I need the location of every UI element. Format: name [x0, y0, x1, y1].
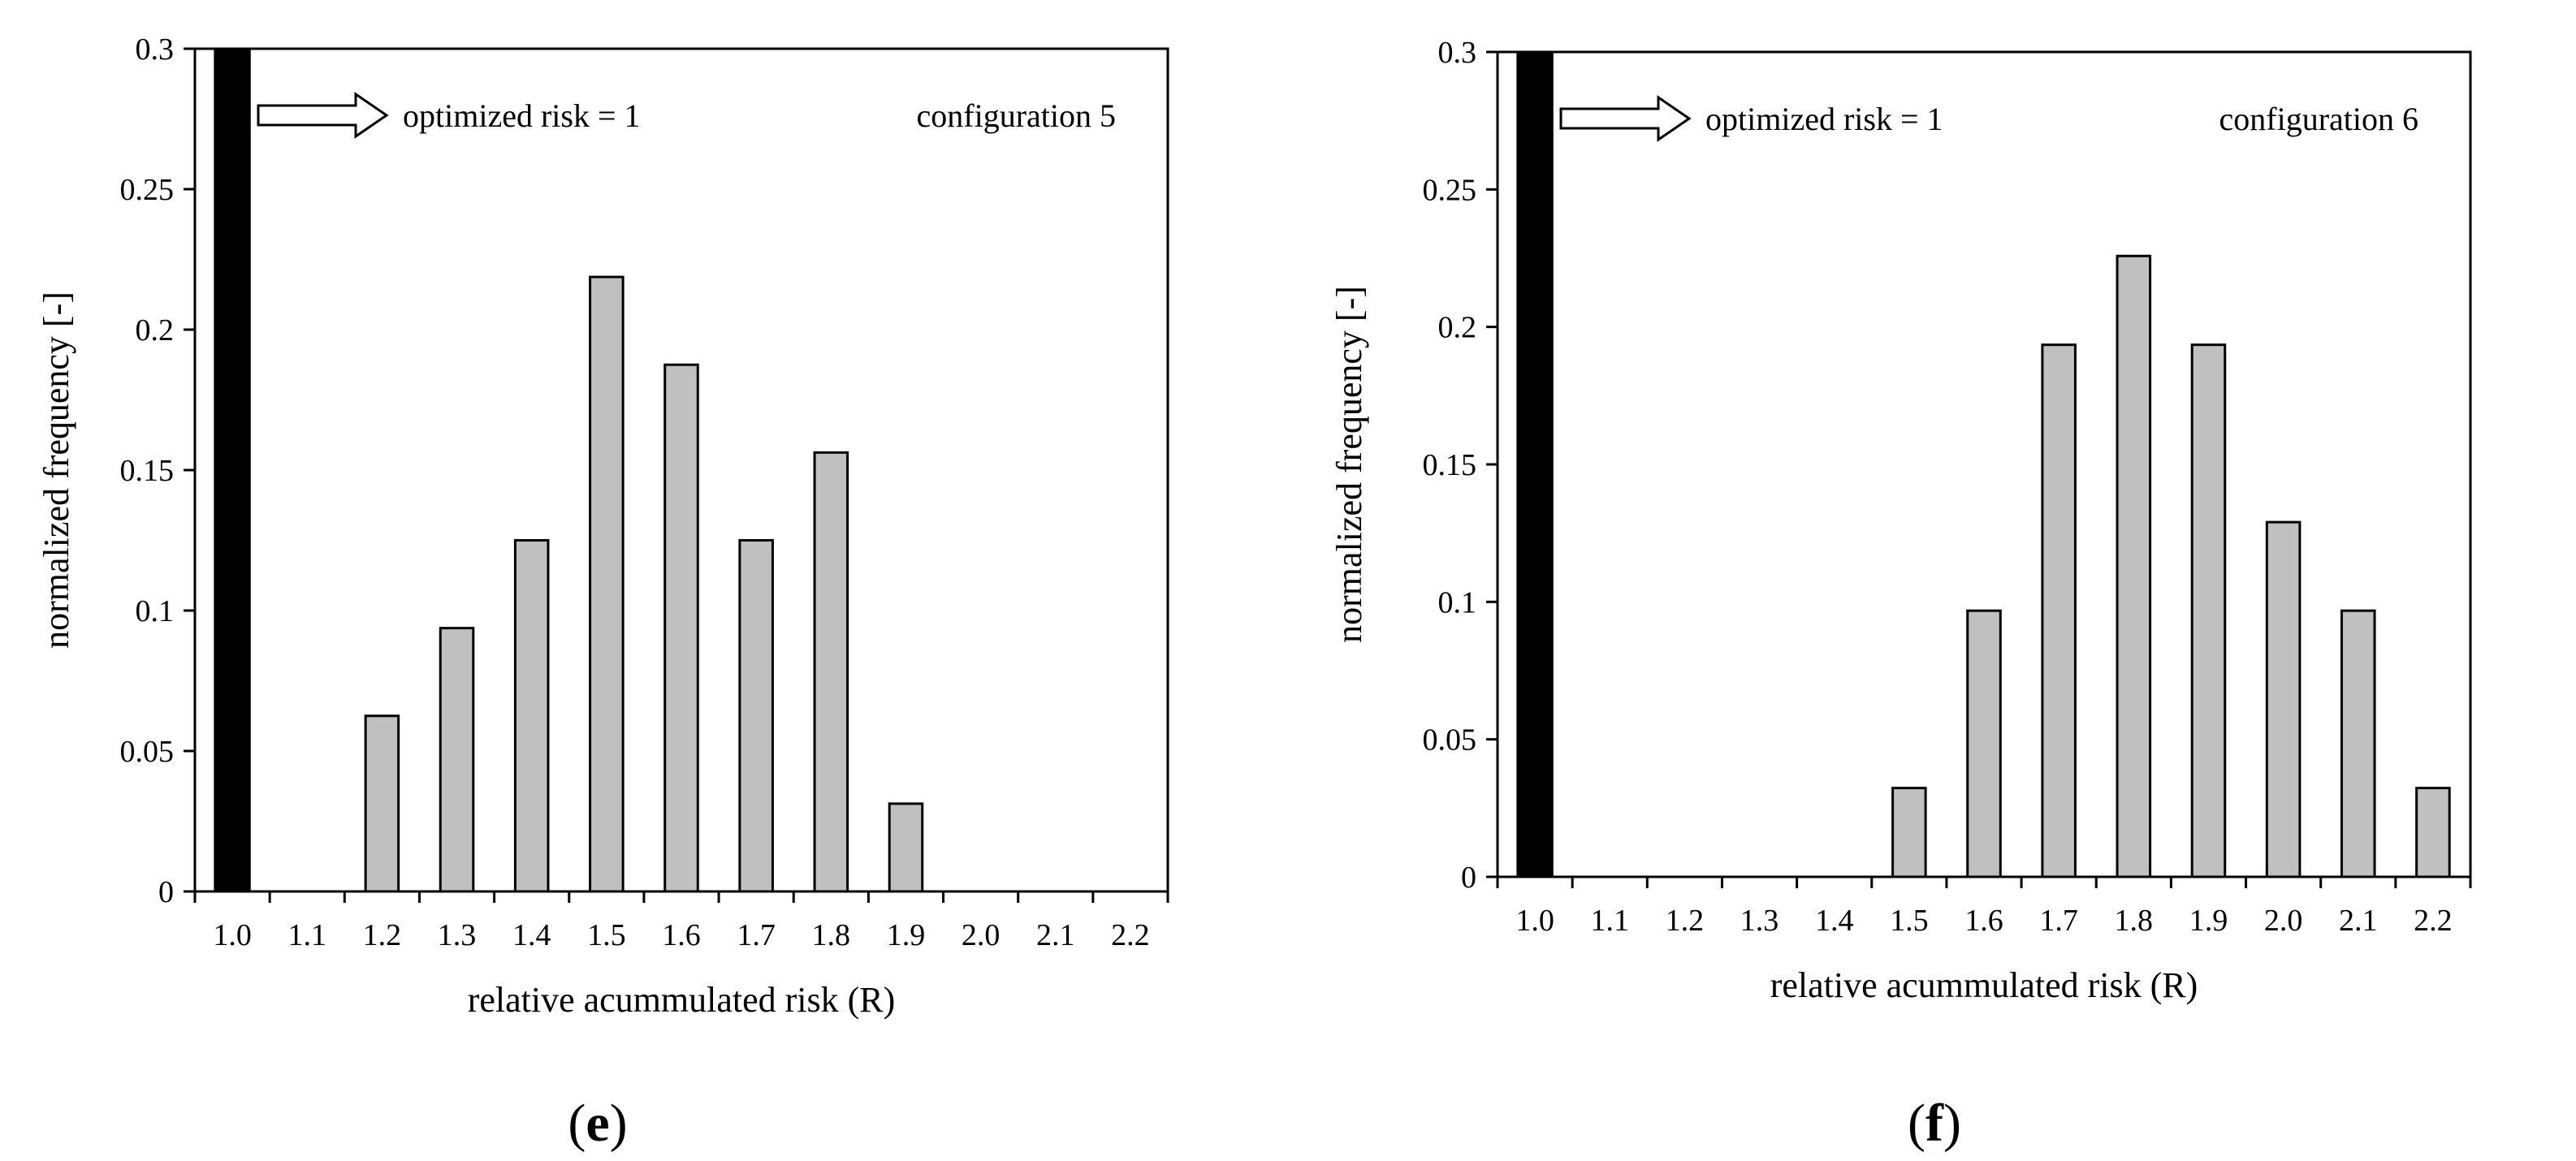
bar-1.6 [1966, 609, 2002, 878]
x-tick-label: 2.2 [2414, 904, 2453, 938]
bar-2.0 [2265, 520, 2302, 878]
chart-panel-f: 0 0.05 0.1 0.15 0.2 0.25 0.3 1.0 1.1 1.2 1.3 1.4 1.5… [1329, 36, 2472, 1153]
bar-1.8 [2116, 254, 2152, 878]
bar-1.4 [513, 539, 550, 893]
configuration-label: configuration 5 [917, 97, 1117, 134]
y-tick-label: 0.3 [1438, 36, 1477, 70]
bar-1.9 [2190, 343, 2227, 878]
y-axis-title: normalized frequency [-] [37, 291, 76, 649]
y-tick-label: 0.15 [1423, 448, 1477, 482]
x-axis-title: relative acummulated risk (R) [468, 980, 896, 1020]
x-tick-label: 2.0 [2264, 904, 2303, 938]
arrow-right-icon [257, 92, 389, 139]
x-tick-label: 1.7 [2039, 904, 2078, 938]
bar-1.6 [663, 363, 699, 893]
panel-label-close-paren: ) [1943, 1094, 1961, 1153]
x-tick-label: 2.2 [1111, 918, 1150, 952]
x-axis-title: relative acummulated risk (R) [1770, 965, 2198, 1005]
bar-1.2 [364, 714, 400, 893]
panel-label-letter: f [1926, 1094, 1944, 1153]
x-tick-label: 1.5 [587, 918, 626, 952]
x-tick-label: 1.5 [1890, 904, 1929, 938]
y-tick-label: 0.25 [1423, 173, 1477, 207]
x-tick-label: 1.1 [1590, 904, 1629, 938]
bar-1.0 [1516, 50, 1554, 878]
x-tick-label: 1.7 [737, 918, 776, 952]
panel-label-close-paren: ) [610, 1094, 628, 1153]
y-tick-label: 0.25 [120, 173, 175, 207]
x-tick-label: 2.0 [962, 918, 1001, 952]
x-tick-label: 1.4 [1815, 904, 1854, 938]
y-tick-label: 0.2 [136, 313, 175, 347]
x-tick-label: 1.8 [812, 918, 851, 952]
x-tick-label: 1.0 [213, 918, 252, 952]
y-axis-title: normalized frequency [-] [1329, 286, 1369, 643]
x-tick-label: 1.4 [512, 918, 551, 952]
y-tick-label: 0.2 [1438, 311, 1477, 345]
x-tick-label: 1.9 [887, 918, 926, 952]
optimized-risk-annotation: optimized risk = 1 [1705, 101, 1943, 137]
x-tick-label: 1.9 [2189, 904, 2228, 938]
panel-label-open-paren: ( [568, 1094, 586, 1153]
x-tick-label: 1.3 [1740, 904, 1779, 938]
x-tick-label: 1.2 [363, 918, 402, 952]
y-tick-label: 0.15 [120, 454, 175, 488]
panel-label: (f) [1908, 1094, 1961, 1153]
x-tick-label: 1.2 [1666, 904, 1705, 938]
x-tick-label: 1.3 [438, 918, 477, 952]
bar-1.5 [1891, 787, 1927, 878]
bar-1.7 [2041, 343, 2077, 878]
bar-1.3 [439, 627, 475, 893]
y-tick-label: 0 [1461, 861, 1476, 895]
x-tick-label: 2.1 [1036, 918, 1075, 952]
x-tick-label: 2.1 [2339, 904, 2378, 938]
configuration-label: configuration 6 [2219, 101, 2419, 137]
chart-panel-e: 0 0.05 0.1 0.15 0.2 0.25 0.3 1.0 1.1 1.2 1.3 1.4 1.5… [37, 32, 1169, 1153]
bar-1.5 [589, 275, 625, 893]
x-tick-label: 1.6 [662, 918, 701, 952]
y-tick-label: 0 [158, 875, 174, 909]
panel-label-open-paren: ( [1908, 1094, 1926, 1153]
x-tick-label: 1.0 [1515, 904, 1554, 938]
y-tick-label: 0.05 [120, 735, 175, 769]
x-tick-label: 1.1 [287, 918, 326, 952]
y-tick-label: 0.3 [136, 32, 175, 67]
bar-1.9 [888, 802, 924, 893]
bar-2.1 [2340, 609, 2376, 878]
y-tick-label: 0.1 [136, 594, 175, 628]
bar-1.0 [214, 47, 251, 893]
arrow-right-icon [1559, 95, 1692, 142]
bar-2.2 [2415, 787, 2451, 878]
y-tick-label: 0.05 [1423, 723, 1477, 757]
y-tick-label: 0.1 [1438, 585, 1477, 619]
x-tick-label: 1.6 [1964, 904, 2003, 938]
bar-1.7 [738, 539, 774, 893]
bar-1.8 [813, 451, 849, 893]
x-tick-label: 1.8 [2115, 904, 2154, 938]
panel-label-letter: e [586, 1094, 609, 1153]
panel-label: (e) [568, 1094, 627, 1153]
optimized-risk-annotation: optimized risk = 1 [403, 97, 641, 134]
